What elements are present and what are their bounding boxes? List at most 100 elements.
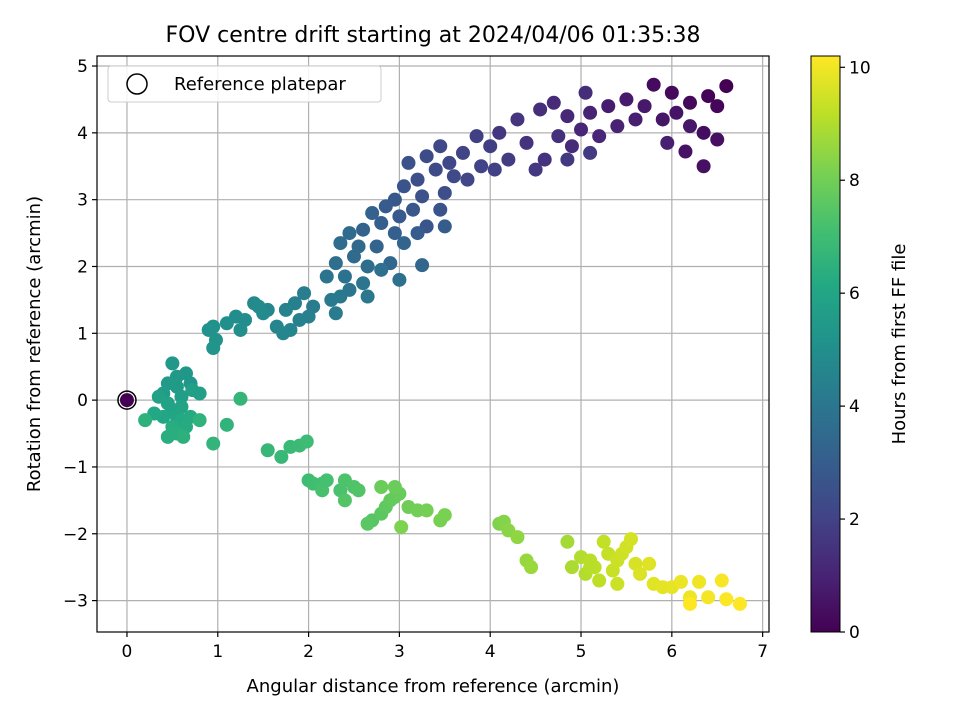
reference-platepar-marker: [117, 390, 137, 410]
data-point: [174, 389, 189, 404]
data-point: [219, 417, 234, 432]
data-point: [292, 312, 307, 327]
data-point: [510, 530, 525, 545]
data-point: [524, 560, 539, 575]
data-point: [474, 159, 489, 174]
data-point: [442, 155, 457, 170]
x-tick-label: 2: [303, 642, 314, 662]
data-point: [337, 269, 352, 284]
data-point: [433, 202, 448, 217]
y-axis-ticks: −3 −2 −1 0 1 2 3 4 5: [63, 57, 97, 612]
data-point: [460, 172, 475, 187]
data-point: [696, 159, 711, 174]
x-axis-ticks: 0 1 2 3 4 5 6 7: [122, 632, 768, 662]
x-tick-label: 3: [394, 642, 405, 662]
colorbar: 0 2 4 6 8 10 Hours from first FF file: [810, 55, 910, 643]
data-point: [487, 162, 502, 177]
data-point: [574, 122, 589, 137]
data-point: [346, 249, 361, 264]
data-point: [533, 102, 548, 117]
colorbar-label: Hours from first FF file: [889, 244, 910, 445]
y-axis-label: Rotation from reference (arcmin): [24, 196, 45, 492]
data-point: [192, 386, 207, 401]
data-point: [219, 316, 234, 331]
data-point: [276, 326, 291, 341]
data-point: [710, 132, 725, 147]
data-point: [469, 129, 484, 144]
y-tick-label: −1: [63, 458, 88, 478]
data-point: [560, 534, 575, 549]
data-point: [419, 503, 434, 518]
data-point: [410, 172, 425, 187]
legend-box: [107, 65, 382, 103]
data-point: [192, 413, 207, 428]
data-point: [437, 508, 452, 523]
data-point: [406, 202, 421, 217]
data-point: [546, 95, 561, 110]
data-point: [696, 125, 711, 140]
data-point: [437, 219, 452, 234]
data-point: [701, 590, 716, 605]
data-point: [492, 125, 507, 140]
data-point: [437, 185, 452, 200]
x-tick-label: 6: [666, 642, 677, 662]
data-point: [719, 592, 734, 607]
data-point: [701, 89, 716, 104]
data-point: [560, 152, 575, 167]
data-point: [642, 556, 657, 571]
data-point: [619, 92, 634, 107]
plot-area: 0 1 2 3 4 5 6 7 −3 −2 −1 0 1 2 3 4 5: [63, 55, 770, 662]
data-point: [678, 144, 693, 159]
data-point: [596, 534, 611, 549]
data-point: [374, 479, 389, 494]
data-point: [551, 129, 566, 144]
data-point: [360, 289, 375, 304]
data-point: [637, 99, 652, 114]
data-point: [328, 306, 343, 321]
data-point: [356, 276, 371, 291]
data-point: [583, 145, 598, 160]
data-point: [564, 139, 579, 154]
data-point: [337, 493, 352, 508]
y-tick-label: 1: [77, 324, 88, 344]
data-point: [328, 256, 343, 271]
data-point: [719, 79, 734, 94]
y-tick-label: 2: [77, 257, 88, 277]
data-point: [176, 429, 191, 444]
data-point: [483, 139, 498, 154]
y-tick-label: 4: [77, 124, 88, 144]
data-point: [601, 99, 616, 114]
chart-title: FOV centre drift starting at 2024/04/06 …: [166, 23, 701, 48]
data-point: [710, 99, 725, 114]
x-tick-label: 5: [576, 642, 587, 662]
data-point: [396, 236, 411, 251]
data-point: [392, 272, 407, 287]
data-point: [374, 262, 389, 277]
data-point: [455, 145, 470, 160]
data-point: [415, 258, 430, 273]
data-point: [260, 443, 275, 458]
y-tick-label: 0: [77, 391, 88, 411]
data-point: [669, 105, 684, 120]
colorbar-gradient: [810, 55, 841, 633]
data-point: [278, 302, 293, 317]
data-point: [528, 162, 543, 177]
data-point: [297, 286, 312, 301]
data-point: [333, 236, 348, 251]
x-axis-label: Angular distance from reference (arcmin): [247, 676, 620, 697]
data-point: [201, 322, 216, 337]
x-tick-label: 7: [757, 642, 768, 662]
data-point: [610, 119, 625, 134]
data-point: [165, 356, 180, 371]
data-point: [360, 259, 375, 274]
data-point: [560, 109, 575, 124]
data-point: [342, 226, 357, 241]
legend-entry-reference: Reference platepar: [174, 74, 346, 95]
data-point: [319, 269, 334, 284]
data-point: [394, 520, 409, 535]
x-tick-label: 4: [485, 642, 496, 662]
y-tick-label: −2: [63, 525, 88, 545]
data-point: [299, 434, 314, 449]
data-point: [369, 239, 384, 254]
data-point: [274, 449, 289, 464]
